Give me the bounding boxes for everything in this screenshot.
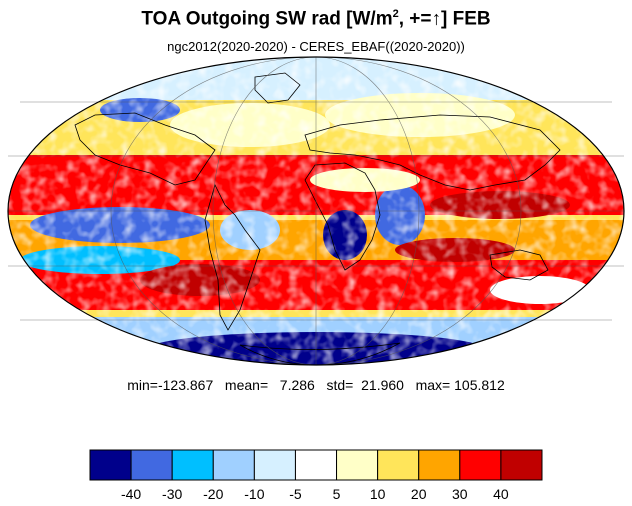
- colorbar-box: [171, 449, 214, 481]
- colorbar-tick-label: -40: [120, 486, 142, 502]
- colorbar-tick-label: -5: [289, 486, 302, 502]
- colorbar-box: [500, 449, 543, 481]
- world-map: [7, 56, 625, 366]
- plot-subtitle: ngc2012(2020-2020) - CERES_EBAF((2020-20…: [167, 39, 465, 54]
- plot-title: TOA Outgoing SW rad [W/m2, +=↑] FEB: [141, 8, 491, 30]
- colorbar-tick-label: -10: [244, 486, 265, 502]
- colorbar-box: [253, 449, 296, 481]
- colorbar-box: [294, 449, 338, 481]
- colorbar-box: [377, 449, 420, 481]
- colorbar-box: [212, 449, 255, 481]
- colorbar-box: [418, 449, 461, 481]
- statistics-line: min=-123.867 mean= 7.286 std= 21.960 max…: [127, 377, 505, 393]
- colorbar-tick-label: 5: [332, 486, 341, 502]
- colorbar-tick-label: 10: [369, 486, 386, 502]
- colorbar-tick-label: 30: [452, 486, 468, 502]
- colorbar-tick-label: -30: [162, 486, 183, 502]
- colorbar-tick-label: 20: [410, 486, 427, 502]
- colorbar-box: [336, 449, 379, 481]
- map-coastlines: [74, 72, 561, 365]
- colorbar-box: [459, 449, 502, 481]
- map-border: [7, 56, 625, 366]
- colorbar-box: [89, 449, 132, 481]
- colorbar-box: [130, 449, 173, 481]
- colorbar-tick-label: -20: [203, 486, 224, 502]
- colorbar-tick-label: 40: [493, 486, 509, 502]
